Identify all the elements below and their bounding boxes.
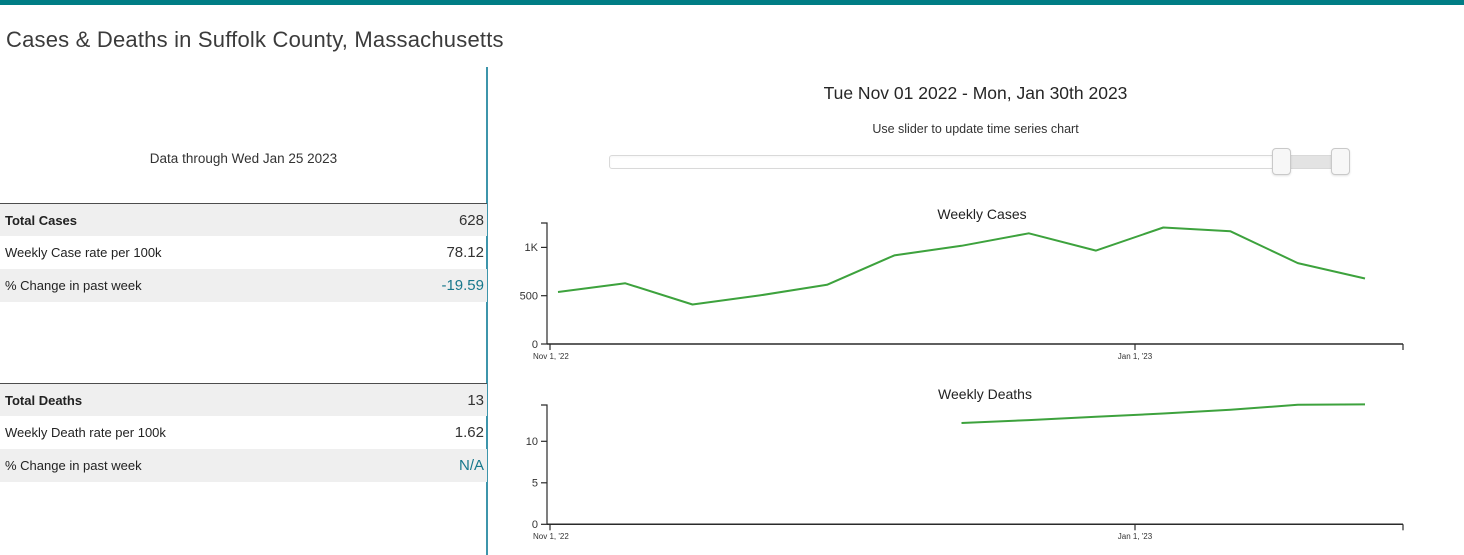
weekly-deaths-chart-title: Weekly Deaths (938, 386, 1032, 402)
deaths-ytick-label: 0 (532, 519, 538, 531)
top-accent-bar (0, 0, 1464, 5)
stat-value-accent: -19.59 (441, 277, 484, 294)
weekly-cases-chart-title: Weekly Cases (937, 206, 1026, 222)
stat-value: 78.12 (446, 244, 484, 261)
stat-label: Total Deaths (5, 392, 83, 408)
cases-ytick-label: 500 (520, 291, 538, 303)
table-row-total-deaths: Total Deaths 13 (0, 383, 487, 416)
cases-y-axis (541, 222, 548, 344)
deaths-xtick-label: Nov 1, '22 (533, 532, 569, 541)
cases-stats-table: Total Cases 628 Weekly Case rate per 100… (0, 203, 487, 302)
table-row-death-pct-change: % Change in past week N/A (0, 449, 487, 482)
table-row-total-cases: Total Cases 628 (0, 203, 487, 236)
table-row-weekly-case-rate: Weekly Case rate per 100k 78.12 (0, 236, 487, 269)
panel-divider (486, 67, 488, 555)
stat-label: % Change in past week (5, 458, 142, 473)
page-title: Cases & Deaths in Suffolk County, Massac… (6, 27, 504, 52)
cases-xtick-label: Jan 1, '23 (1118, 352, 1153, 361)
deaths-stats-table: Total Deaths 13 Weekly Death rate per 10… (0, 383, 487, 482)
stat-label: Weekly Case rate per 100k (5, 245, 162, 260)
stat-value-accent: N/A (458, 457, 484, 474)
slider-selected-range[interactable] (1282, 156, 1340, 168)
cases-ytick-label: 1K (525, 242, 539, 254)
cases-ytick-label: 0 (532, 339, 538, 351)
slider-hint-label: Use slider to update time series chart (872, 122, 1079, 136)
deaths-ytick-label: 10 (526, 436, 538, 448)
date-range-title: Tue Nov 01 2022 - Mon, Jan 30th 2023 (823, 83, 1128, 103)
stat-label: Weekly Death rate per 100k (5, 425, 166, 440)
data-through-label: Data through Wed Jan 25 2023 (149, 151, 338, 166)
deaths-xtick-label: Jan 1, '23 (1118, 532, 1153, 541)
table-row-weekly-death-rate: Weekly Death rate per 100k 1.62 (0, 416, 487, 449)
stat-value: 1.62 (454, 424, 484, 441)
deaths-ytick-label: 5 (532, 478, 538, 490)
deaths-y-axis (541, 404, 548, 525)
deaths-line-series (961, 403, 1366, 424)
stat-label: % Change in past week (5, 278, 142, 293)
stat-value: 628 (458, 211, 484, 229)
date-range-slider-track[interactable] (609, 155, 1350, 169)
slider-handle-start[interactable] (1272, 148, 1291, 175)
slider-handle-end[interactable] (1331, 148, 1350, 175)
weekly-cases-chart: Weekly Cases 1K 500 0 Nov 1, '22 Jan 1, … (520, 206, 1404, 361)
stat-value: 13 (467, 391, 484, 409)
cases-line-series (557, 226, 1366, 306)
table-row-case-pct-change: % Change in past week -19.59 (0, 269, 487, 302)
weekly-deaths-chart: Weekly Deaths 10 5 0 Nov 1, '22 Jan 1, '… (526, 386, 1404, 541)
stat-label: Total Cases (5, 212, 78, 228)
cases-xtick-label: Nov 1, '22 (533, 352, 569, 361)
